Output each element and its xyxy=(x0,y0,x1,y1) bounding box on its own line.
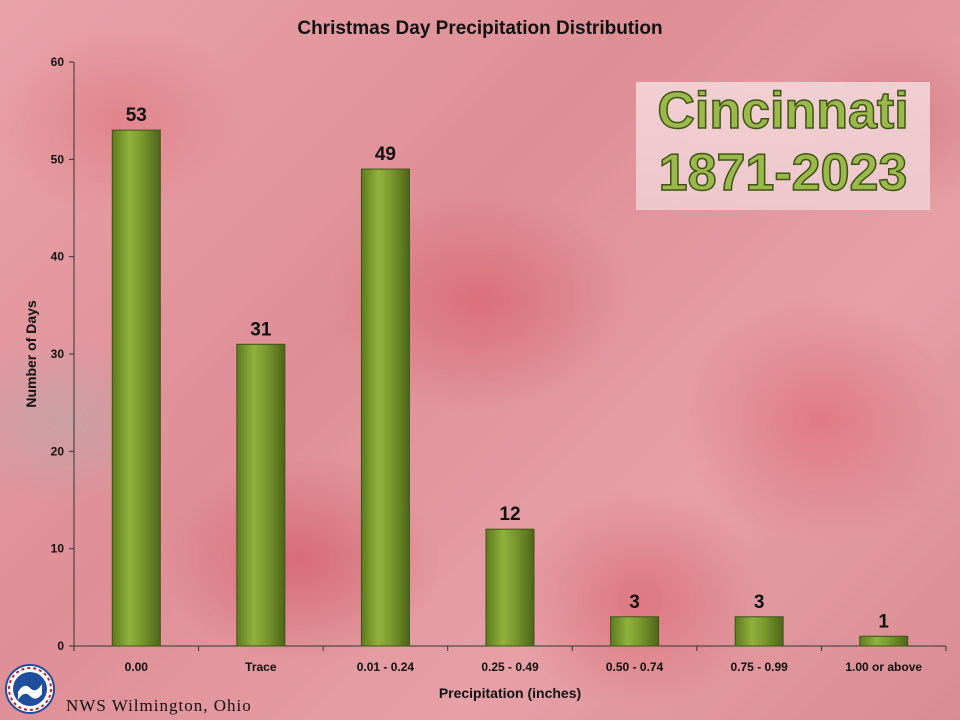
bar-value-label: 3 xyxy=(629,592,640,613)
x-tick-label: 0.00 xyxy=(125,660,149,674)
bar-value-label: 3 xyxy=(754,592,765,613)
bar-value-label: 53 xyxy=(126,105,147,126)
bar-value-label: 1 xyxy=(878,611,889,632)
bar xyxy=(734,616,784,647)
y-tick-label: 60 xyxy=(51,55,65,69)
x-tick-label: 0.50 - 0.74 xyxy=(606,660,664,674)
bar xyxy=(610,616,660,647)
city-name: Cincinnati xyxy=(657,82,908,140)
bar xyxy=(360,168,410,647)
bar xyxy=(111,129,161,647)
y-tick-label: 20 xyxy=(51,444,65,458)
footer-office: NWS Wilmington, Ohio xyxy=(66,696,252,715)
plot-area: 0 10 20 30 40 50 60 0.00 Trace 0.01 - 0.24 0.25 -… xyxy=(51,55,947,674)
y-axis-label: Number of Days xyxy=(23,300,39,408)
nws-logo-icon xyxy=(5,664,55,714)
bar xyxy=(236,343,286,647)
y-ticks: 0 10 20 30 40 50 60 xyxy=(51,55,74,653)
y-tick-label: 30 xyxy=(51,347,65,361)
x-axis-label: Precipitation (inches) xyxy=(439,685,581,701)
bar xyxy=(485,528,535,647)
x-tick-label: 0.01 - 0.24 xyxy=(357,660,415,674)
y-tick-label: 50 xyxy=(51,152,65,166)
bar-value-label: 49 xyxy=(375,144,396,165)
x-tick-label: 0.75 - 0.99 xyxy=(730,660,788,674)
city-annotation-box: Cincinnati 1871-2023 xyxy=(636,81,930,210)
x-tick-label: 1.00 or above xyxy=(845,660,922,674)
x-tick-label: Trace xyxy=(245,660,277,674)
year-range: 1871-2023 xyxy=(659,144,908,202)
x-tick-label: 0.25 - 0.49 xyxy=(481,660,539,674)
y-tick-label: 0 xyxy=(57,639,64,653)
x-ticks: 0.00 Trace 0.01 - 0.24 0.25 - 0.49 0.50 - 0.… xyxy=(73,646,947,674)
bars xyxy=(111,129,909,647)
chart-title: Christmas Day Precipitation Distribution xyxy=(297,18,662,39)
bar-value-label: 31 xyxy=(250,319,272,340)
bar xyxy=(859,635,909,647)
bar-value-label: 12 xyxy=(499,504,520,525)
y-tick-label: 10 xyxy=(51,542,65,556)
y-tick-label: 40 xyxy=(51,250,65,264)
